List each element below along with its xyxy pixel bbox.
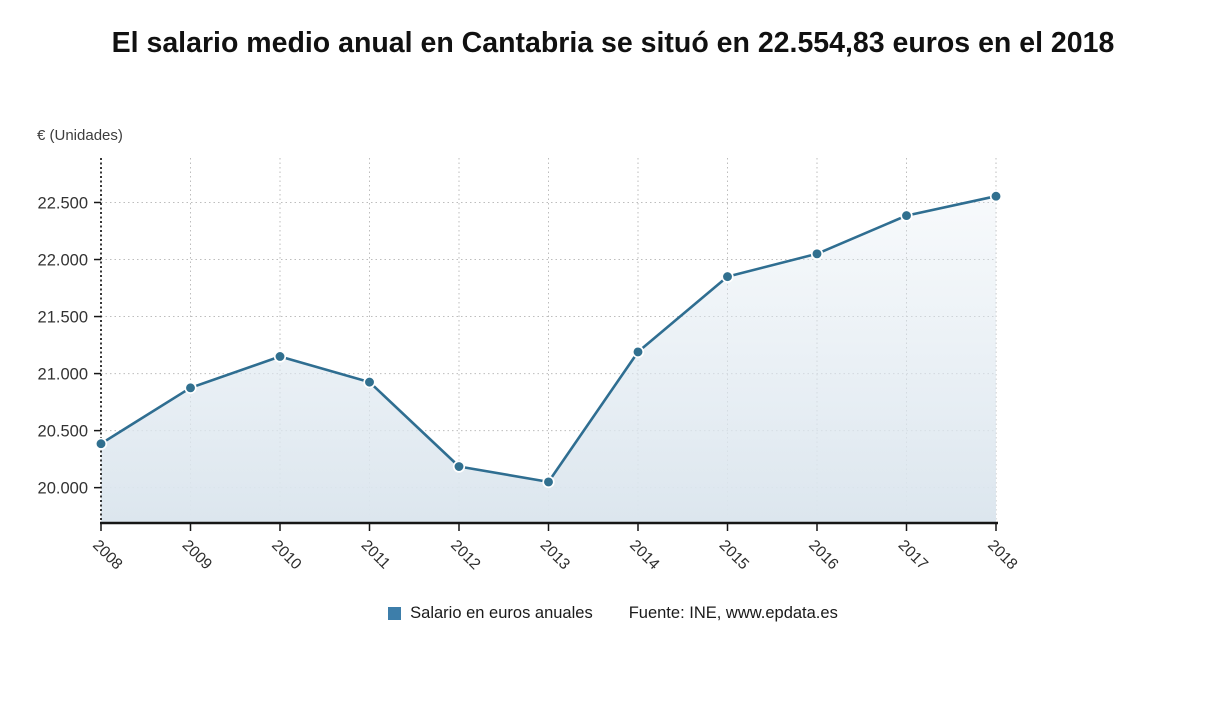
data-point-2011 bbox=[363, 375, 376, 389]
svg-text:2018: 2018 bbox=[984, 537, 1020, 573]
data-point-2013 bbox=[542, 475, 555, 489]
x-tick-labels: 2008 2009 2010 2011 2012 2013 2014 2015 2016 2017… bbox=[89, 537, 1020, 574]
chart-title: El salario medio anual en Cantabria se s… bbox=[111, 27, 1115, 59]
source-label: Fuente: INE, www.epdata.es bbox=[628, 604, 838, 622]
data-point-2010 bbox=[273, 350, 287, 363]
y-axis bbox=[94, 158, 102, 523]
data-point-2017 bbox=[900, 209, 913, 222]
svg-text:2013: 2013 bbox=[537, 537, 573, 573]
data-point-2012 bbox=[452, 460, 466, 473]
svg-text:2009: 2009 bbox=[179, 537, 215, 573]
y-axis-unit-label: € (Unidades) bbox=[37, 127, 123, 144]
svg-text:2014: 2014 bbox=[626, 537, 663, 574]
svg-text:2011: 2011 bbox=[358, 537, 394, 573]
data-points bbox=[94, 190, 1003, 489]
legend-label: Salario en euros anuales bbox=[410, 604, 593, 622]
data-point-2014 bbox=[631, 345, 645, 359]
svg-text:21.000: 21.000 bbox=[38, 366, 88, 384]
legend-item-salario: Salario en euros anuales bbox=[388, 604, 593, 623]
data-point-2016 bbox=[810, 247, 824, 260]
legend-swatch-icon bbox=[388, 607, 402, 620]
svg-text:2016: 2016 bbox=[805, 537, 841, 573]
svg-text:20.000: 20.000 bbox=[38, 480, 88, 498]
y-tick-labels: 20.000 20.500 21.000 21.500 22.000 22.500 bbox=[38, 194, 88, 497]
svg-text:22.000: 22.000 bbox=[38, 252, 88, 270]
svg-text:21.500: 21.500 bbox=[38, 309, 88, 327]
data-point-2015 bbox=[721, 270, 734, 283]
data-point-2008 bbox=[94, 437, 108, 450]
data-point-2009 bbox=[184, 381, 197, 394]
svg-text:2017: 2017 bbox=[895, 537, 931, 573]
svg-text:20.500: 20.500 bbox=[38, 423, 88, 441]
area-fill bbox=[101, 196, 996, 523]
x-axis bbox=[100, 521, 998, 531]
svg-text:2008: 2008 bbox=[89, 537, 125, 573]
svg-text:2012: 2012 bbox=[447, 537, 483, 573]
svg-text:2010: 2010 bbox=[268, 537, 305, 574]
svg-text:22.500: 22.500 bbox=[38, 194, 88, 212]
svg-text:2015: 2015 bbox=[716, 537, 752, 573]
data-point-2018 bbox=[989, 190, 1003, 203]
legend: Salario en euros anuales Fuente: INE, ww… bbox=[0, 604, 1226, 623]
